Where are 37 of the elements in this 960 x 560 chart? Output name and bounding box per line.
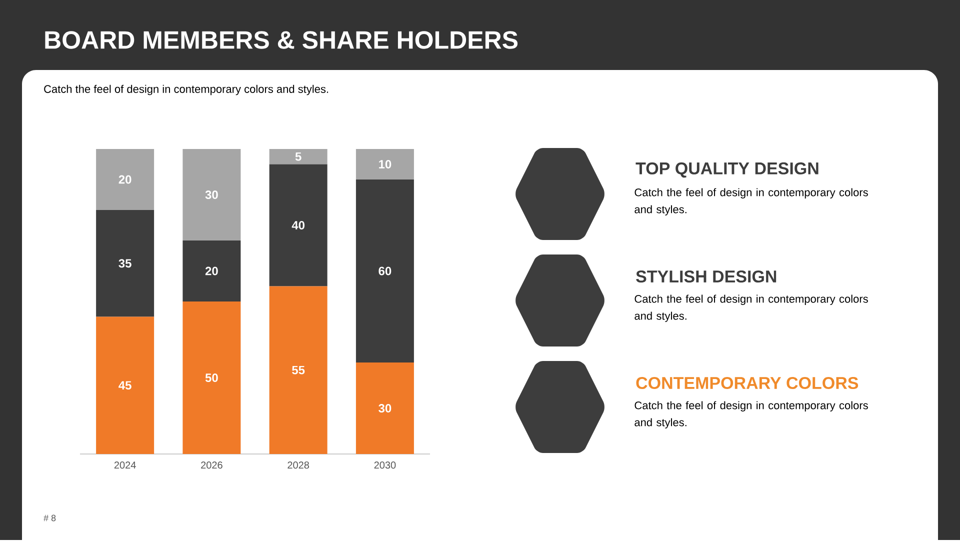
- chart-subtitle: Catch the feel of design in contemporary colors and styles.: [44, 84, 328, 96]
- bar: [269, 148, 328, 164]
- data-label: 20: [205, 266, 218, 276]
- data-label: 40: [292, 221, 304, 230]
- bar: [96, 316, 154, 454]
- text: CONTEMPORARY COLORS: [636, 376, 858, 390]
- bar: [96, 210, 154, 317]
- x-tick-label: 2028: [288, 462, 310, 469]
- x-tick-label: 2026: [201, 462, 222, 469]
- bar: [182, 148, 241, 240]
- text: # 8: [44, 514, 56, 522]
- x-tick-label: 2030: [374, 462, 396, 469]
- bar: [182, 302, 241, 454]
- bar: [356, 362, 414, 454]
- bar: [269, 164, 328, 286]
- text: STYLISH DESIGN: [636, 270, 776, 283]
- data-label: 50: [205, 374, 218, 382]
- bar: [269, 286, 328, 454]
- bar: [96, 148, 154, 210]
- data-label: 55: [292, 366, 305, 374]
- bar: [182, 240, 241, 302]
- data-label: 35: [118, 259, 132, 268]
- data-label: 20: [118, 175, 132, 184]
- data-label: 5: [295, 152, 302, 161]
- x-tick-label: 2024: [114, 462, 136, 469]
- data-label: 30: [205, 190, 218, 200]
- text: TOP QUALITY DESIGN: [636, 162, 818, 178]
- text: Catch the feel of design in contemporary colors and styles.: [634, 401, 868, 428]
- data-label: 45: [118, 381, 132, 390]
- chart-title: BOARD MEMBERS & SHARE HOLDERS: [45, 31, 518, 49]
- bar: [356, 180, 414, 362]
- text: Catch the feel of design in contemporary colors and styles.: [634, 188, 868, 216]
- data-label: 30: [378, 404, 392, 413]
- text: Catch the feel of design in contemporary colors and styles.: [634, 294, 868, 322]
- bar: [356, 148, 414, 180]
- data-label: 10: [379, 160, 392, 168]
- data-label: 60: [378, 266, 392, 276]
